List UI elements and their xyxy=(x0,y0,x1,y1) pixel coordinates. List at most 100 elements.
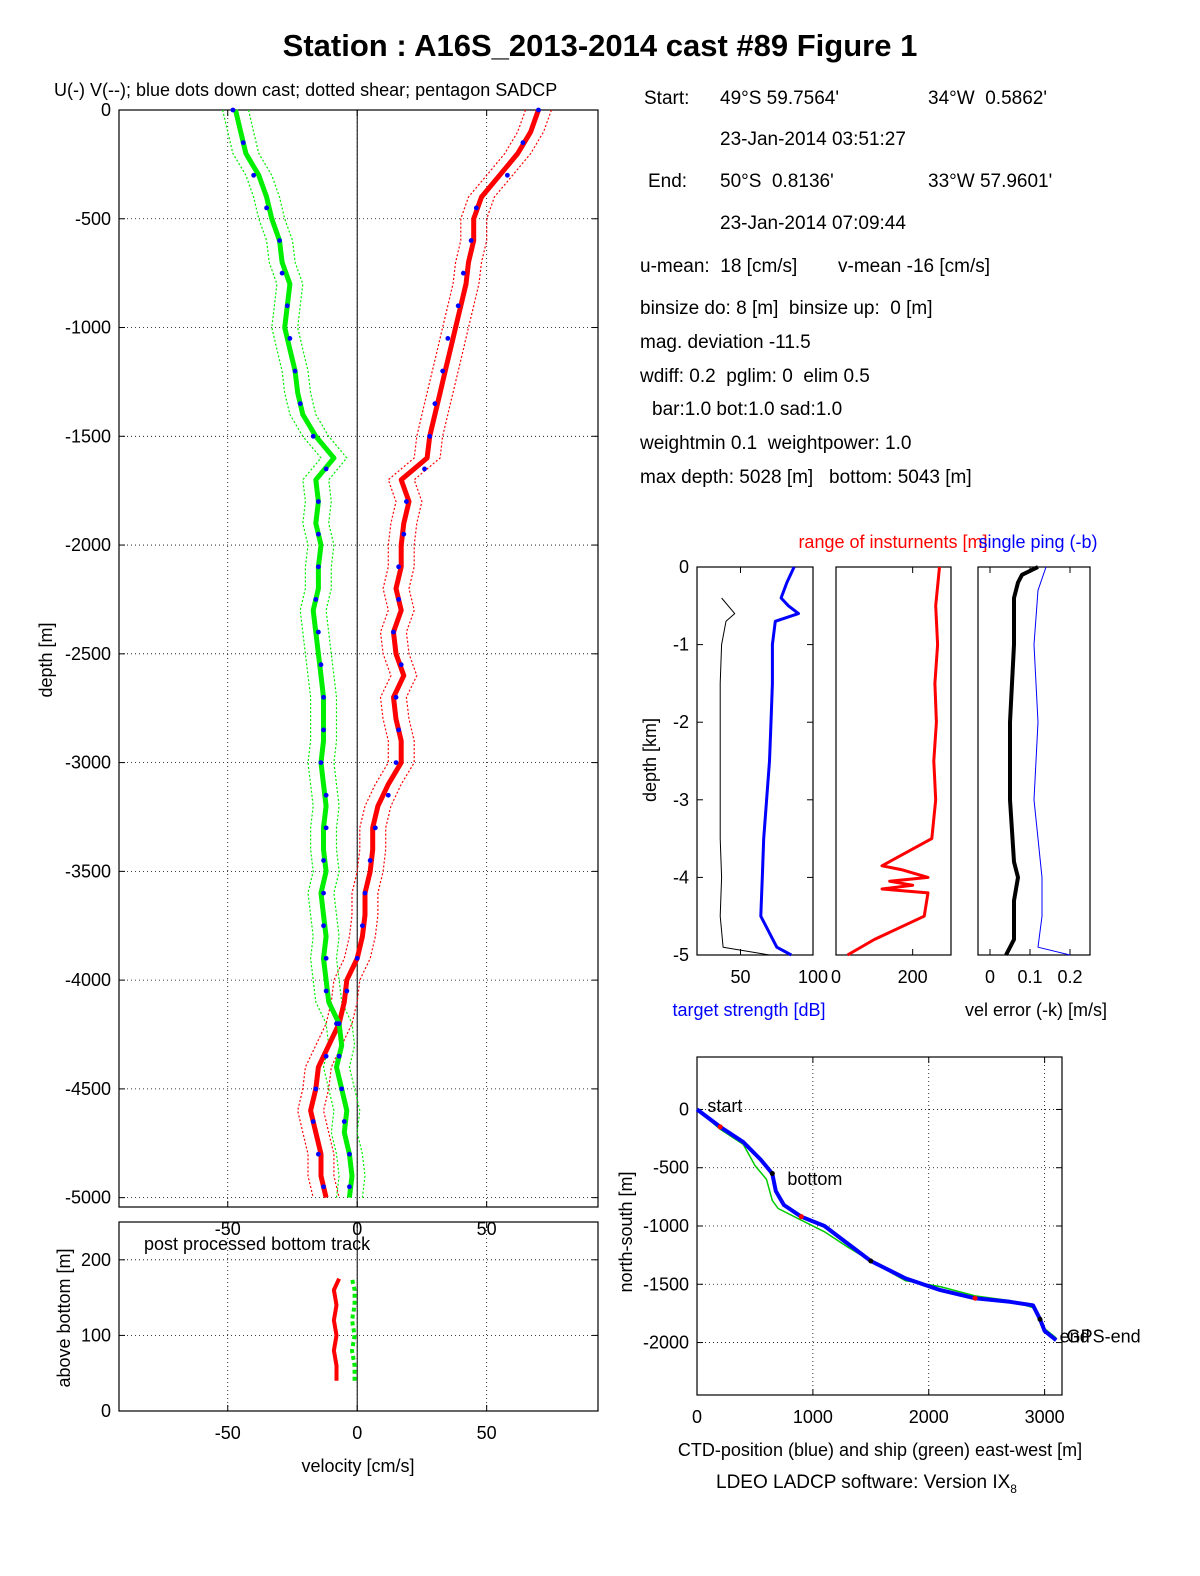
info-depth: max depth: 5028 [m] bottom: 5043 [m] xyxy=(640,467,972,488)
info-start-lat: 49°S 59.7564' xyxy=(720,88,839,109)
track-label-bottom: bottom xyxy=(787,1169,842,1189)
y-tick-label: -1500 xyxy=(643,1274,689,1294)
y-tick-label: 100 xyxy=(81,1325,111,1345)
track-marker xyxy=(868,1258,874,1264)
vel_error-series-err_blue xyxy=(1033,566,1071,956)
downcast-dot-u xyxy=(396,727,402,733)
downcast-dot-u xyxy=(367,858,373,863)
track-axes xyxy=(696,1056,1063,1396)
downcast-dot-u xyxy=(404,499,409,504)
velocity_profile-series-u xyxy=(308,109,541,1199)
downcast-dot-v xyxy=(323,955,329,961)
velocity_profile-axes xyxy=(118,109,599,1208)
downcast-dot-u xyxy=(393,760,399,765)
y-tick-label: -1000 xyxy=(65,318,111,338)
downcast-dot-v xyxy=(264,205,269,211)
downcast-dot-u xyxy=(385,792,391,798)
downcast-dot-u xyxy=(396,564,402,570)
footer-software: LDEO LADCP software: Version IX8 xyxy=(716,1472,1017,1496)
single-ping-title: single ping (-b) xyxy=(978,532,1097,552)
downcast-dot-v xyxy=(318,662,324,668)
downcast-dot-u xyxy=(422,466,427,472)
track-label-gps-end: GPS-end xyxy=(1067,1327,1141,1347)
target_strength-series-ts_black xyxy=(719,597,770,956)
downcast-dot-u xyxy=(323,1053,329,1059)
downcast-dot-v xyxy=(315,564,321,570)
downcast-dot-u xyxy=(372,825,378,831)
downcast-dot-v xyxy=(315,531,321,537)
y-tick-label: -5 xyxy=(673,945,689,965)
track-marker xyxy=(972,1295,978,1301)
y-tick-label: -4500 xyxy=(65,1079,111,1099)
downcast-dot-v xyxy=(310,433,316,439)
info-wdiff: wdiff: 0.2 pglim: 0 elim 0.5 xyxy=(640,366,870,387)
downcast-dot-u xyxy=(427,433,433,439)
track-label-end: end xyxy=(1060,1327,1090,1347)
bottom_track-series-v xyxy=(350,1278,357,1381)
track-marker xyxy=(798,1214,804,1220)
downcast-dot-v xyxy=(336,1053,342,1059)
downcast-dot-v xyxy=(318,760,324,765)
downcast-dot-v xyxy=(279,270,285,276)
downcast-dot-v xyxy=(251,172,257,178)
downcast-dot-u xyxy=(344,988,350,994)
velocity_profile-series-v xyxy=(233,109,355,1198)
downcast-dot-v xyxy=(341,1119,347,1124)
y-tick-label: -3500 xyxy=(65,861,111,881)
y-tick-label: 0 xyxy=(679,1099,689,1119)
downcast-dot-u xyxy=(359,923,365,929)
velocity-profile-title: U(-) V(--); blue dots down cast; dotted … xyxy=(54,80,557,100)
info-v-mean: v-mean -16 [cm/s] xyxy=(838,256,991,277)
target_strength-series-ts_blue xyxy=(759,566,800,957)
downcast-dot-v xyxy=(339,1086,345,1092)
downcast-dot-u xyxy=(473,205,479,211)
velocity_profile-series-v-shear-lo xyxy=(222,109,340,1198)
downcast-dot-v xyxy=(321,890,326,896)
bottom_track-axes xyxy=(118,1221,599,1412)
info-bar: bar:1.0 bot:1.0 sad:1.0 xyxy=(652,399,843,420)
velocity_profile-frame xyxy=(118,109,599,1208)
downcast-dot-u xyxy=(520,140,526,146)
track-frame xyxy=(696,1056,1063,1396)
x-tick-label: 0 xyxy=(831,967,841,987)
info-end-time: 23-Jan-2014 07:09:44 xyxy=(720,213,906,234)
downcast-dot-v xyxy=(277,238,282,243)
info-binsize: binsize do: 8 [m] binsize up: 0 [m] xyxy=(640,298,933,319)
downcast-dot-v xyxy=(315,629,321,635)
x-tick-label: -50 xyxy=(215,1219,241,1239)
info-start-time: 23-Jan-2014 03:51:27 xyxy=(720,129,906,150)
y-tick-label: -2 xyxy=(673,712,689,732)
y-tick-label: 0 xyxy=(679,557,689,577)
downcast-dot-v xyxy=(334,1021,339,1027)
downcast-dot-v xyxy=(347,1151,352,1157)
x-tick-label: 2000 xyxy=(909,1407,949,1427)
downcast-dot-v xyxy=(284,303,290,309)
downcast-dot-u xyxy=(432,401,438,407)
range-frame xyxy=(835,566,952,956)
track-marker xyxy=(717,1124,723,1130)
y-tick-label: -1000 xyxy=(643,1216,689,1236)
track-series-ctd xyxy=(695,1107,1058,1342)
vel_error-series-err_black xyxy=(1004,565,1039,956)
velocity-ylabel: depth [m] xyxy=(36,622,56,697)
footer-subscript: 8 xyxy=(1010,1481,1017,1496)
downcast-dot-u xyxy=(460,270,466,276)
downcast-dot-u xyxy=(536,107,541,113)
x-tick-label: 0 xyxy=(985,967,995,987)
downcast-dot-v xyxy=(321,858,326,863)
velocity_profile-series-v-shear-hi xyxy=(247,109,366,1198)
downcast-dot-u xyxy=(398,662,404,668)
downcast-dot-u xyxy=(313,1086,319,1092)
velocity_profile-series-u-shear-lo xyxy=(297,109,527,1198)
range-title: range of insturnents [m] xyxy=(798,532,987,552)
downcast-dot-u xyxy=(504,172,510,178)
downcast-dot-u xyxy=(354,955,360,961)
bottom_track-series-u xyxy=(331,1277,341,1381)
info-end-lon: 33°W 57.9601' xyxy=(928,171,1053,192)
y-tick-label: -2500 xyxy=(65,644,111,664)
x-tick-label: 0.1 xyxy=(1017,967,1042,987)
target-strength-xlabel: target strength [dB] xyxy=(672,1000,825,1020)
x-tick-label: 3000 xyxy=(1025,1407,1065,1427)
footer-text: LDEO LADCP software: Version IX xyxy=(716,1472,1011,1493)
